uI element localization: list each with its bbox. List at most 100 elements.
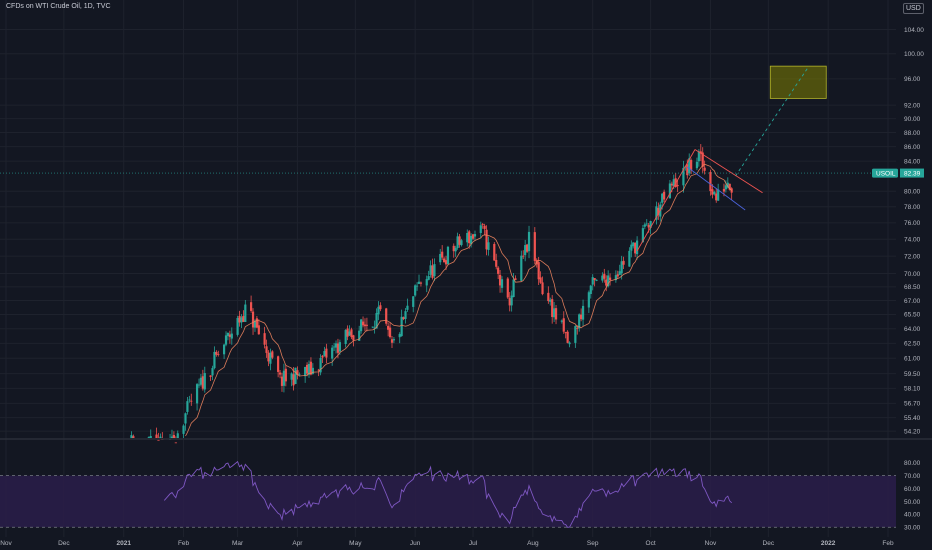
candle-body <box>404 311 407 319</box>
chart-grid <box>0 0 896 537</box>
candle-body <box>724 185 727 190</box>
candle-body <box>628 250 631 267</box>
candle-body <box>443 258 446 263</box>
candle-body <box>608 277 612 281</box>
candle-body <box>280 376 284 386</box>
candle-body <box>132 436 135 438</box>
price-tick-label: 64.00 <box>904 326 921 333</box>
candle-body <box>244 304 247 322</box>
candle-body <box>344 330 347 344</box>
candle-body <box>222 344 226 355</box>
candle-body <box>508 298 511 306</box>
rsi-tick-label: 60.00 <box>904 486 921 493</box>
candle-body <box>670 183 673 186</box>
candle-body <box>506 278 509 298</box>
candle-body <box>228 334 231 337</box>
candle-body <box>481 224 484 225</box>
candle-body <box>514 278 517 280</box>
candle-body <box>255 318 258 328</box>
candle-body <box>305 364 309 374</box>
candle-body <box>595 279 598 281</box>
candle-body <box>551 299 554 317</box>
candle-body <box>400 316 403 337</box>
chart-drawings[interactable] <box>0 65 896 252</box>
target-zone-box[interactable] <box>769 65 827 99</box>
currency-selector[interactable]: USD <box>903 3 924 14</box>
rsi-tick-label: 30.00 <box>904 525 921 532</box>
candle-body <box>184 413 187 424</box>
price-tick-label: 54.20 <box>904 428 921 435</box>
candle-body <box>581 305 585 320</box>
candle-body <box>479 225 482 233</box>
candle-body <box>537 262 540 280</box>
candle-body <box>473 234 477 237</box>
price-tag-value-box <box>900 168 924 178</box>
time-tick-label: Jul <box>469 540 478 547</box>
candle-body <box>176 433 179 438</box>
price-tick-label: 90.00 <box>904 116 921 123</box>
candle-body <box>470 235 473 245</box>
candle-body <box>576 327 579 329</box>
channel-upper-line[interactable] <box>694 149 763 194</box>
candle-body <box>541 282 544 295</box>
candle-body <box>267 352 270 362</box>
channel-lower-line[interactable] <box>687 166 746 211</box>
price-tick-label: 70.00 <box>904 271 921 278</box>
candle-body <box>607 275 610 287</box>
candle-body <box>284 368 287 382</box>
price-axis[interactable]: 104.00 100.00 96.00 92.00 90.00 88.00 86.00 84.… <box>904 27 924 436</box>
candle-body <box>412 296 415 307</box>
candle-body <box>709 171 712 192</box>
candle-body <box>452 245 455 252</box>
time-tick-label: Oct <box>646 540 656 547</box>
rsi-tick-label: 50.00 <box>904 499 921 506</box>
candle-body <box>458 236 461 245</box>
time-tick-label: Dec <box>58 540 70 547</box>
rsi-axis[interactable]: 80.00 70.00 60.00 50.00 40.00 30.00 <box>904 460 921 532</box>
candle-body <box>483 225 486 229</box>
candle-body <box>446 246 450 265</box>
price-tick-label: 78.00 <box>904 204 921 211</box>
moving-average-line <box>185 163 732 437</box>
candle-body <box>493 243 496 261</box>
candle-body <box>375 313 378 329</box>
candle-body <box>441 251 444 258</box>
candle-body <box>224 335 228 345</box>
candle-body <box>520 255 523 281</box>
candle-body <box>703 167 706 171</box>
rsi-band <box>0 475 896 528</box>
candle-body <box>251 311 255 328</box>
projection-dashed-line[interactable] <box>735 65 810 177</box>
candle-body <box>676 185 679 187</box>
price-tick-label: 58.10 <box>904 386 921 393</box>
candle-body <box>589 285 592 294</box>
candle-body <box>614 275 617 281</box>
candle-body <box>618 271 621 275</box>
candle-body <box>304 366 307 377</box>
candle-body <box>699 151 702 154</box>
candle-body <box>236 317 239 335</box>
price-tick-label: 62.50 <box>904 341 921 348</box>
candle-body <box>524 245 527 256</box>
candle-body <box>174 442 177 444</box>
candle-body <box>510 295 513 306</box>
candle-body <box>439 254 442 263</box>
candle-body <box>466 232 469 243</box>
candle-body <box>603 273 606 279</box>
candle-body <box>668 183 672 199</box>
price-tick-label: 56.70 <box>904 401 921 408</box>
candle-body <box>562 318 565 332</box>
candle-body <box>398 334 401 338</box>
candle-body <box>688 158 691 174</box>
candle-body <box>427 276 430 280</box>
candle-body <box>657 207 660 215</box>
candle-body <box>682 167 685 186</box>
candle-body <box>402 317 405 320</box>
time-tick-label: Dec <box>763 540 775 547</box>
time-axis[interactable]: Nov Dec 2021 Feb Mar Apr May Jun Jul Aug Sep Oct Nov… <box>0 540 894 547</box>
price-tick-label: 65.50 <box>904 312 921 319</box>
candle-body <box>636 240 639 255</box>
candle-body <box>294 367 297 384</box>
wedge-left-line[interactable] <box>636 149 696 252</box>
